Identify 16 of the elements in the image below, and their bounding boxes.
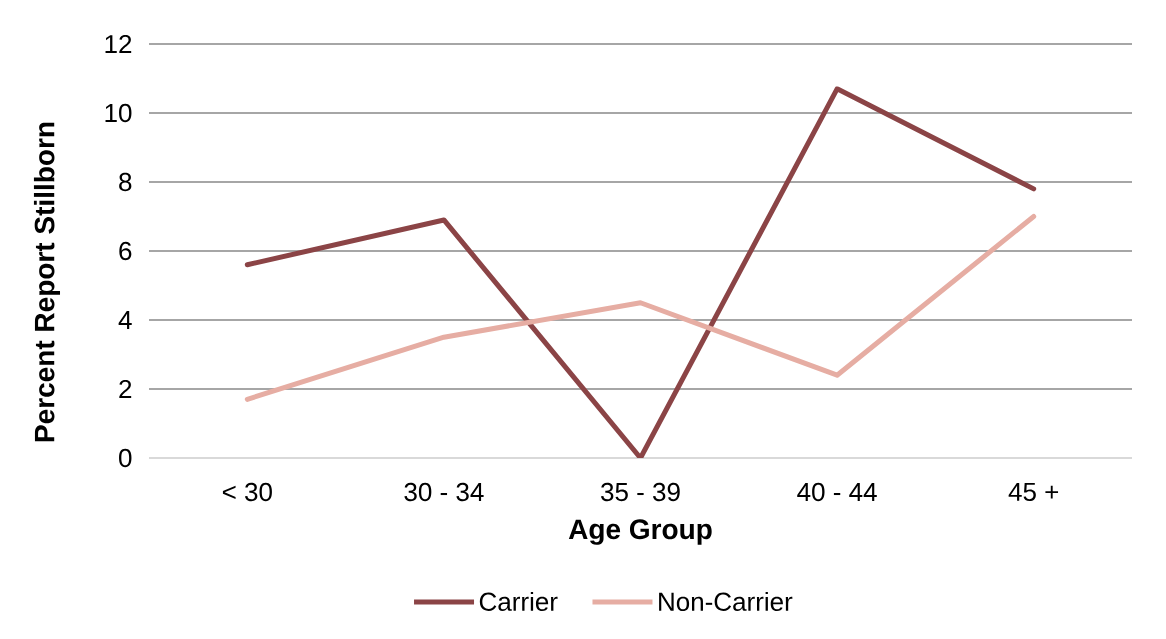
y-tick-label: 12 (105, 34, 132, 54)
y-tick-label: 0 (119, 448, 132, 468)
x-axis-title: Age Group (568, 519, 712, 545)
legend-label: Non-Carrier (659, 591, 793, 611)
y-tick-label: 6 (119, 241, 132, 261)
y-tick-label: 2 (119, 379, 132, 399)
y-tick-label: 4 (118, 311, 132, 329)
y-tick-label: 8 (119, 172, 132, 192)
legend-label: Carrier (479, 591, 558, 611)
y-axis-title: Percent Report Stillborn (33, 122, 61, 442)
x-tick-label: 40 - 44 (797, 482, 877, 502)
x-tick-label: 35 - 39 (601, 482, 680, 502)
x-tick-label: 45 + (1008, 482, 1059, 502)
x-tick-label: 30 - 34 (404, 482, 484, 502)
x-tick-label: < 30 (222, 482, 272, 502)
y-tick-label: 10 (105, 103, 132, 123)
